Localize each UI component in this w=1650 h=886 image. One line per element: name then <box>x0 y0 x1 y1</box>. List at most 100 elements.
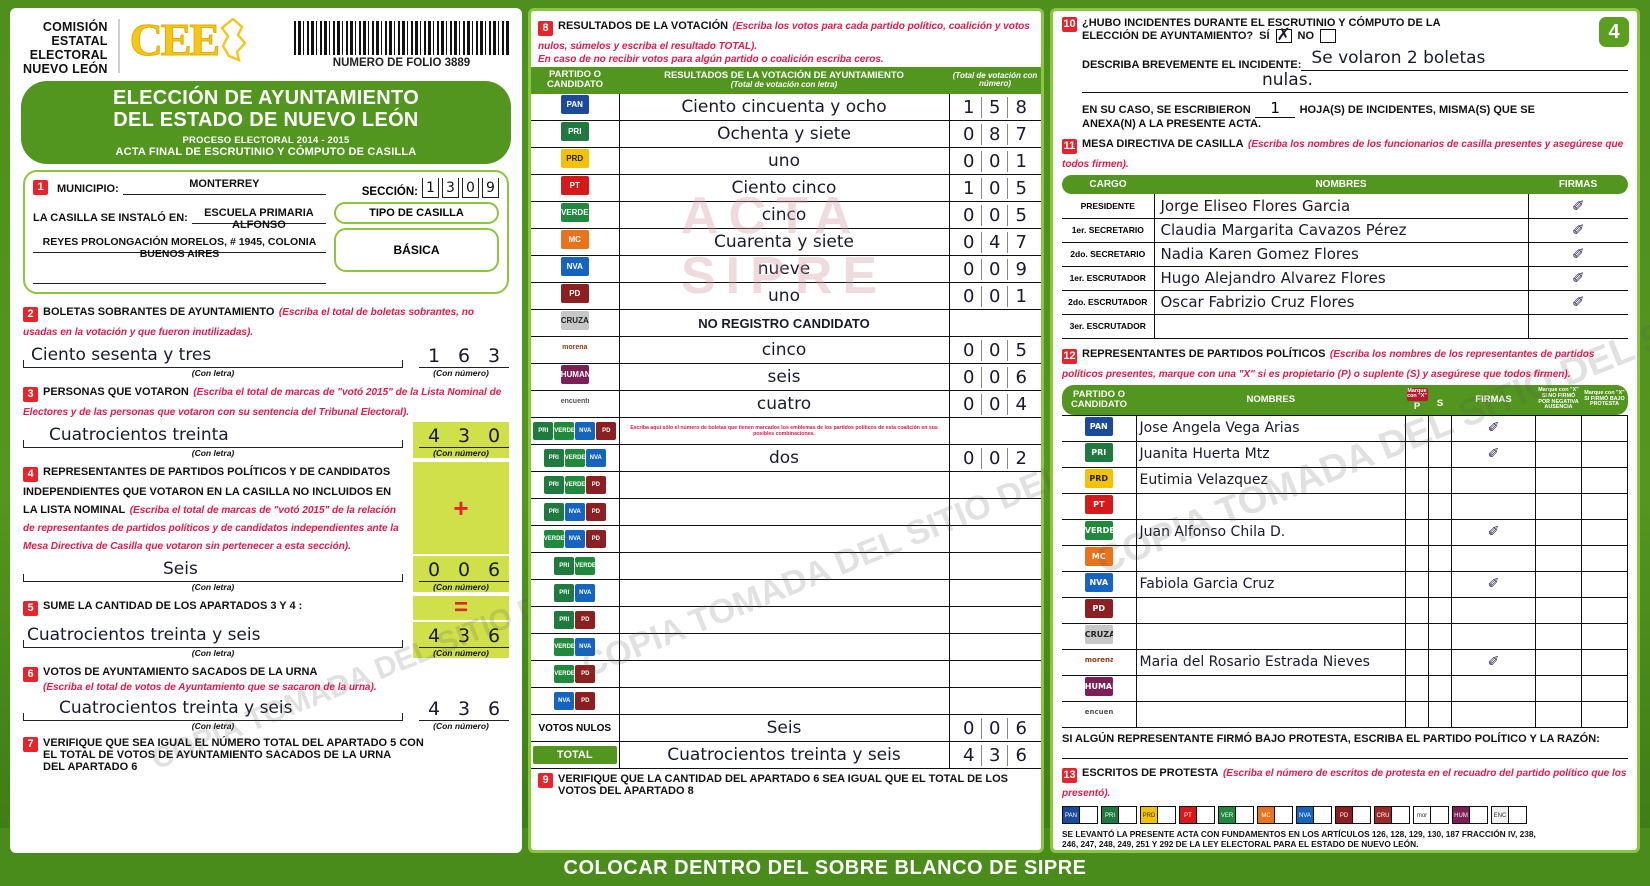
section-3-number-field[interactable]: 4 3 0 <box>413 422 509 449</box>
reps-no-firmo[interactable] <box>1535 466 1582 494</box>
mesa-nombre[interactable] <box>1153 314 1529 339</box>
reps-firma[interactable]: ✐ <box>1451 570 1536 598</box>
mesa-nombre[interactable]: Claudia Margarita Cavazos Pérez <box>1153 218 1529 243</box>
protest-count-box[interactable] <box>1353 805 1371 824</box>
reps-nombre[interactable]: Maria del Rosario Estrada Nieves <box>1135 648 1406 676</box>
reps-firma[interactable] <box>1451 492 1536 520</box>
seccion-digit-3[interactable]: 0 <box>462 178 479 199</box>
reps-no-firmo[interactable] <box>1535 544 1582 572</box>
mesa-firma[interactable]: ✐ <box>1528 290 1628 315</box>
results-row-letra[interactable]: NO REGISTRO CANDIDATO <box>619 309 949 338</box>
reps-nombre[interactable] <box>1135 700 1406 728</box>
incident-text-line-1[interactable]: Se volaron 2 boletas <box>1301 48 1628 71</box>
coalition-row-number[interactable] <box>948 606 1041 635</box>
reps-propietario[interactable] <box>1405 414 1429 442</box>
reps-firma[interactable] <box>1451 544 1536 572</box>
reps-suplente[interactable] <box>1428 622 1452 650</box>
reps-nombre[interactable] <box>1135 622 1406 650</box>
reps-nombre[interactable]: Eutimia Velazquez <box>1135 466 1406 494</box>
seccion-digits[interactable]: 1 3 0 9 <box>422 178 499 199</box>
section-4-letra-field[interactable]: Seis <box>23 556 403 583</box>
reps-nombre[interactable] <box>1135 596 1406 624</box>
coalition-row-number[interactable] <box>948 660 1041 689</box>
reps-protesta[interactable] <box>1581 570 1628 598</box>
reps-suplente[interactable] <box>1428 570 1452 598</box>
reps-protesta[interactable] <box>1581 648 1628 676</box>
mesa-nombre[interactable]: Hugo Alejandro Alvarez Flores <box>1153 266 1529 291</box>
coalition-row-letra[interactable] <box>619 606 949 635</box>
reps-protesta[interactable] <box>1581 544 1628 572</box>
protest-count-box[interactable] <box>1392 805 1410 824</box>
reps-propietario[interactable] <box>1405 518 1429 546</box>
section-2-digit-3[interactable]: 3 <box>479 342 509 369</box>
coalition-row-number[interactable] <box>948 525 1041 554</box>
results-row-letra[interactable]: Cuarenta y siete <box>619 228 949 257</box>
reps-protesta[interactable] <box>1581 596 1628 624</box>
section-6-digit-1[interactable]: 4 <box>419 695 449 722</box>
incident-text-line-2[interactable]: nulas. <box>1082 70 1628 93</box>
section-3-letra-field[interactable]: Cuatrocientos treinta <box>23 422 403 449</box>
reps-suplente[interactable] <box>1428 648 1452 676</box>
protest-count-box[interactable] <box>1158 805 1176 824</box>
reps-no-firmo[interactable] <box>1535 518 1582 546</box>
reps-propietario[interactable] <box>1405 570 1429 598</box>
reps-propietario[interactable] <box>1405 466 1429 494</box>
section-3-digit-3[interactable]: 0 <box>479 422 509 449</box>
protest-count-box[interactable] <box>1119 805 1137 824</box>
coalition-row-letra[interactable] <box>619 525 949 554</box>
coalition-row-number[interactable] <box>948 552 1041 581</box>
section-4-digit-1[interactable]: 0 <box>419 556 449 583</box>
reps-no-firmo[interactable] <box>1535 440 1582 468</box>
seccion-digit-2[interactable]: 3 <box>442 178 459 199</box>
reps-protesta[interactable] <box>1581 440 1628 468</box>
si-checkbox[interactable] <box>1275 25 1292 45</box>
section-2-digit-1[interactable]: 1 <box>419 342 449 369</box>
reps-propietario[interactable] <box>1405 492 1429 520</box>
reps-firma[interactable] <box>1451 674 1536 702</box>
protest-count-box[interactable] <box>1080 805 1098 824</box>
reps-protesta[interactable] <box>1581 492 1628 520</box>
results-row-number[interactable] <box>948 309 1041 338</box>
results-row-letra[interactable]: uno <box>619 147 949 176</box>
reps-protesta[interactable] <box>1581 674 1628 702</box>
reps-firma[interactable] <box>1451 700 1536 728</box>
section-2-letra-field[interactable]: Ciento sesenta y tres <box>23 342 403 369</box>
protest-count-box[interactable] <box>1197 805 1215 824</box>
reps-nombre[interactable] <box>1135 492 1406 520</box>
municipio-value[interactable]: MONTERREY <box>122 178 326 196</box>
reps-protesta[interactable] <box>1581 518 1628 546</box>
reps-suplente[interactable] <box>1428 596 1452 624</box>
reps-firma[interactable]: ✐ <box>1451 648 1536 676</box>
no-checkbox[interactable] <box>1320 29 1337 43</box>
coalition-row-letra[interactable]: dos <box>619 444 949 473</box>
coalition-row-number[interactable] <box>948 471 1041 500</box>
reps-no-firmo[interactable] <box>1535 622 1582 650</box>
section-5-digit-3[interactable]: 6 <box>479 622 509 649</box>
results-row-letra[interactable]: Ochenta y siete <box>619 120 949 149</box>
reps-propietario[interactable] <box>1405 674 1429 702</box>
seccion-digit-1[interactable]: 1 <box>422 178 439 199</box>
mesa-firma[interactable]: ✐ <box>1528 266 1628 291</box>
results-row-letra[interactable]: uno <box>619 282 949 311</box>
reps-propietario[interactable] <box>1405 596 1429 624</box>
reps-nombre[interactable] <box>1135 674 1406 702</box>
protest-count-box[interactable] <box>1236 805 1254 824</box>
mesa-firma[interactable]: ✐ <box>1528 218 1628 243</box>
reps-no-firmo[interactable] <box>1535 596 1582 624</box>
section-2-digit-2[interactable]: 6 <box>449 342 479 369</box>
protest-count-box[interactable] <box>1275 805 1293 824</box>
mesa-nombre[interactable]: Oscar Fabrizio Cruz Flores <box>1153 290 1529 315</box>
reps-no-firmo[interactable] <box>1535 674 1582 702</box>
seccion-digit-4[interactable]: 9 <box>482 178 499 199</box>
reps-nombre[interactable]: Juan Alfonso Chila D. <box>1135 518 1406 546</box>
coalition-row-letra[interactable]: Escriba aquí sólo el número de boletas q… <box>619 417 949 446</box>
coalition-row-letra[interactable] <box>619 633 949 662</box>
